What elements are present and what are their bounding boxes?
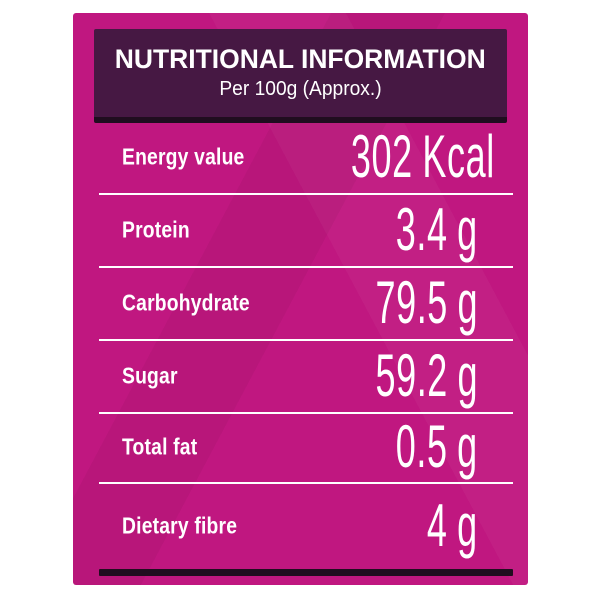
row-unit: g — [457, 413, 478, 480]
row-number: 59.2 — [375, 341, 448, 409]
row-number: 0.5 — [395, 413, 448, 480]
row-label: Energy value — [122, 144, 245, 171]
row-value: 3.4 g — [395, 195, 478, 263]
row-value: 59.2 g — [375, 341, 478, 409]
bottom-rule — [99, 569, 513, 576]
row-number: 3.4 — [395, 195, 448, 263]
nutrition-row-protein: Protein 3.4 g — [99, 195, 513, 268]
row-label: Sugar — [122, 363, 178, 389]
row-value: 302 Kcal — [351, 127, 495, 187]
nutrition-rows: Energy value 302 Kcal Protein 3.4 g Carb… — [73, 123, 528, 576]
row-value: 79.5 g — [375, 268, 478, 336]
row-label: Protein — [122, 217, 190, 243]
nutrition-title: NUTRITIONAL INFORMATION — [115, 43, 486, 74]
row-value: 4 g — [427, 491, 478, 559]
row-number: 79.5 — [375, 268, 448, 336]
row-number: 4 — [427, 491, 448, 559]
nutrition-row-total-fat: Total fat 0.5 g — [99, 414, 513, 484]
nutrition-subtitle: Per 100g (Approx.) — [219, 78, 382, 101]
row-unit: g — [457, 195, 478, 263]
nutrition-row-sugar: Sugar 59.2 g — [99, 341, 513, 414]
row-unit: Kcal — [422, 123, 495, 190]
nutrition-row-carbohydrate: Carbohydrate 79.5 g — [99, 268, 513, 341]
row-value: 0.5 g — [396, 417, 478, 477]
row-label: Total fat — [122, 434, 198, 461]
nutrition-label-card: NUTRITIONAL INFORMATION Per 100g (Approx… — [73, 13, 528, 585]
row-label: Dietary fibre — [122, 513, 238, 539]
nutrition-header: NUTRITIONAL INFORMATION Per 100g (Approx… — [94, 29, 507, 123]
row-unit: g — [457, 268, 478, 336]
nutrition-row-dietary-fibre: Dietary fibre 4 g — [99, 484, 513, 569]
row-unit: g — [457, 491, 478, 559]
row-number: 302 — [351, 123, 413, 190]
nutrition-row-energy: Energy value 302 Kcal — [99, 123, 513, 195]
row-label: Carbohydrate — [122, 290, 250, 316]
row-unit: g — [457, 341, 478, 409]
